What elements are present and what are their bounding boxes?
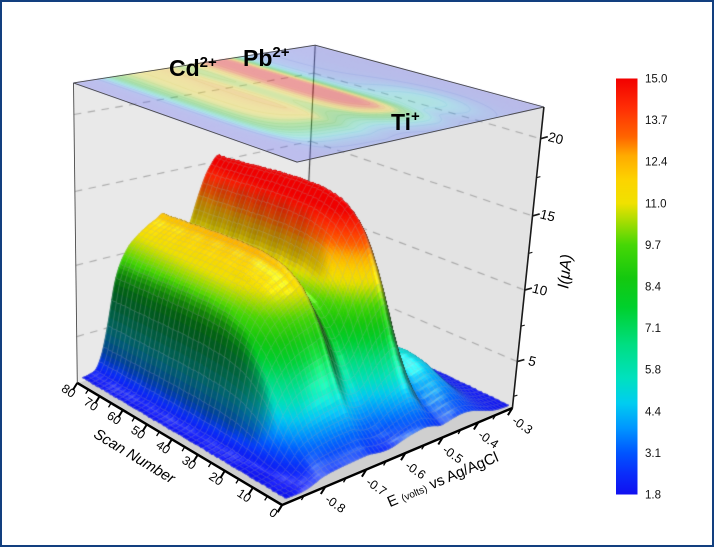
- svg-text:20: 20: [206, 469, 225, 488]
- svg-text:12.4: 12.4: [645, 157, 668, 169]
- svg-text:4.4: 4.4: [645, 406, 662, 418]
- svg-text:I(μA): I(μA): [555, 253, 576, 289]
- svg-text:70: 70: [81, 395, 100, 414]
- svg-text:-0.8: -0.8: [322, 492, 348, 516]
- svg-text:8.4: 8.4: [645, 282, 662, 294]
- svg-text:Cd2+: Cd2+: [169, 54, 217, 81]
- svg-text:13.7: 13.7: [645, 115, 667, 127]
- svg-text:5: 5: [527, 353, 538, 369]
- svg-text:0: 0: [267, 505, 281, 521]
- svg-text:15.0: 15.0: [645, 74, 667, 86]
- svg-text:60: 60: [104, 408, 123, 427]
- svg-text:5.8: 5.8: [645, 365, 661, 377]
- svg-text:30: 30: [179, 453, 198, 472]
- svg-text:80: 80: [59, 381, 78, 400]
- svg-text:50: 50: [128, 423, 147, 442]
- svg-text:1.8: 1.8: [645, 490, 661, 502]
- svg-text:20: 20: [547, 129, 565, 147]
- svg-text:Pb2+: Pb2+: [243, 44, 290, 71]
- svg-text:10: 10: [531, 281, 549, 299]
- svg-text:-0.4: -0.4: [475, 428, 501, 452]
- svg-text:15: 15: [538, 206, 556, 224]
- svg-text:40: 40: [153, 438, 172, 457]
- svg-text:11.0: 11.0: [645, 198, 667, 210]
- svg-text:10: 10: [234, 486, 253, 505]
- svg-text:7.1: 7.1: [645, 323, 661, 335]
- svg-text:3.1: 3.1: [645, 448, 661, 460]
- svg-text:9.7: 9.7: [645, 240, 661, 252]
- svg-text:-0.3: -0.3: [509, 413, 535, 437]
- svg-text:Ti+: Ti+: [391, 108, 420, 135]
